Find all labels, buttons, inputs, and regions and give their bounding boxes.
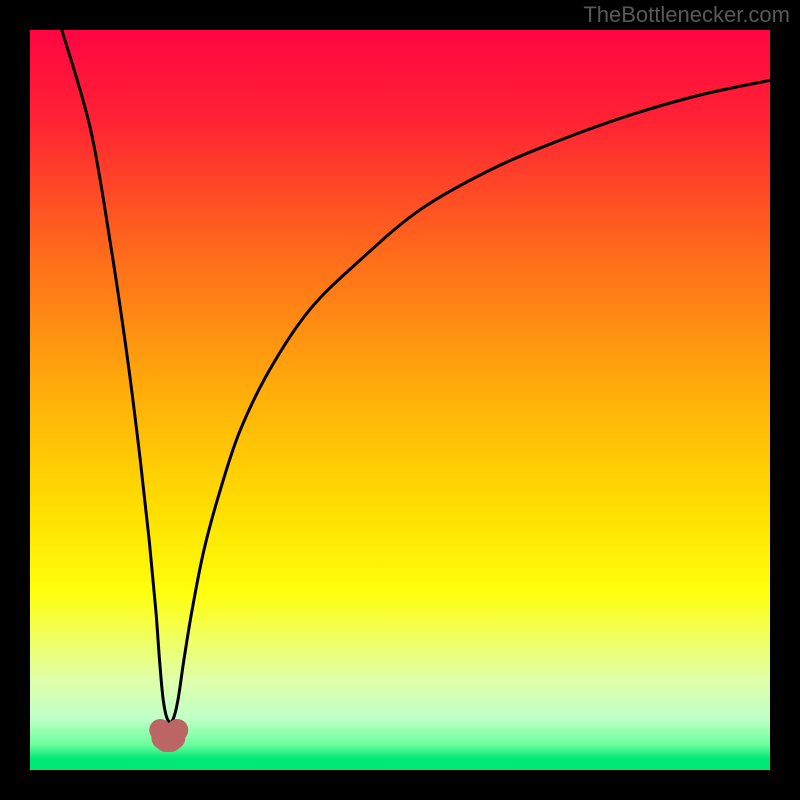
plot-background: [30, 30, 770, 770]
watermark-text: TheBottlenecker.com: [583, 2, 790, 28]
marker-dot: [166, 719, 188, 741]
bottleneck-chart: [0, 0, 800, 800]
chart-container: TheBottlenecker.com: [0, 0, 800, 800]
